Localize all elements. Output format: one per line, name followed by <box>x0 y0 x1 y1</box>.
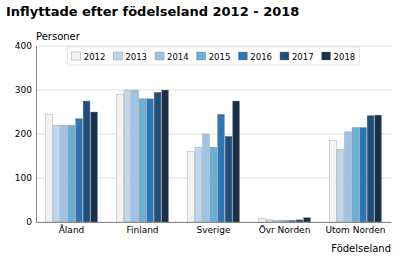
legend-label: 2017 <box>292 52 314 62</box>
legend-swatch <box>155 52 164 60</box>
tick: 100 <box>15 173 36 183</box>
legend-item: 2018 <box>322 52 356 62</box>
bar <box>154 92 161 222</box>
bar <box>218 114 225 222</box>
series <box>53 90 344 222</box>
bar <box>91 112 98 222</box>
series <box>76 99 367 222</box>
series <box>61 90 352 222</box>
legend-label: 2016 <box>250 52 272 62</box>
legend-swatch <box>197 52 206 60</box>
tick: Övr Norden <box>259 225 311 235</box>
tick-label: 400 <box>15 41 32 51</box>
bar <box>61 125 68 222</box>
grid-line <box>36 46 391 47</box>
series <box>83 92 374 222</box>
title: Inflyttade efter födelseland 2012 - 2018 <box>6 4 299 19</box>
bar <box>53 125 60 222</box>
bar <box>233 101 240 222</box>
tick: Utom Norden <box>326 225 386 235</box>
tick: Sverige <box>196 225 230 235</box>
tick: 200 <box>15 129 36 139</box>
bar <box>76 119 83 222</box>
legend-label: 2014 <box>167 52 189 62</box>
bar <box>124 90 131 222</box>
grid <box>36 46 391 222</box>
bar <box>147 99 154 222</box>
x-label: Födelseland <box>331 243 391 254</box>
y-label: Personer <box>36 31 81 42</box>
tick: 400 <box>15 41 36 51</box>
bar <box>367 116 374 222</box>
grid-line <box>36 90 391 91</box>
axis-line <box>36 47 37 223</box>
legend-swatch <box>238 52 247 60</box>
legend-item: 2013 <box>113 52 147 62</box>
legend-swatch <box>72 52 81 60</box>
legend-box <box>68 47 359 65</box>
tick-label: 300 <box>15 85 32 95</box>
bar <box>45 114 52 222</box>
series <box>91 90 382 222</box>
tick-label: 100 <box>15 173 32 183</box>
bar <box>132 90 139 222</box>
bar <box>210 147 217 222</box>
bar <box>258 218 265 222</box>
tick-label: Övr Norden <box>259 225 311 235</box>
legend-item: 2014 <box>155 52 189 62</box>
bar <box>329 141 336 222</box>
tick-label: 200 <box>15 129 32 139</box>
legend-label: 2012 <box>84 52 106 62</box>
legend-label: 2013 <box>125 52 147 62</box>
bar <box>352 127 359 222</box>
tick-label: Utom Norden <box>326 225 386 235</box>
bar <box>83 101 90 222</box>
bar <box>68 125 75 222</box>
tick-label: Åland <box>59 224 85 235</box>
legend-swatch <box>322 52 331 60</box>
bar <box>375 115 382 222</box>
plot: 0 100 200 300 400 Åland Finland Sverige Övr Nord… <box>15 41 392 235</box>
tick: Finland <box>126 225 158 235</box>
legend-swatch <box>280 52 289 60</box>
legend-item: 2016 <box>238 52 272 62</box>
bar <box>274 220 281 222</box>
bar <box>360 127 367 222</box>
bar <box>304 218 311 222</box>
y-axis: 0 100 200 300 400 <box>15 41 37 227</box>
legend-item: 2017 <box>280 52 314 62</box>
chart: Inflyttade efter födelseland 2012 - 2018… <box>0 0 401 256</box>
legend-item: 2012 <box>72 52 106 62</box>
bars <box>45 90 381 222</box>
bar <box>195 147 202 222</box>
bar <box>225 136 232 222</box>
legend-label: 2015 <box>209 52 231 62</box>
bar <box>296 220 303 222</box>
tick: Åland <box>59 224 85 235</box>
legend-label: 2018 <box>334 52 356 62</box>
series <box>45 94 336 222</box>
x-axis: Åland Finland Sverige Övr Norden Utom Norden <box>37 223 392 236</box>
bar <box>289 220 296 222</box>
bar <box>281 220 288 222</box>
bar <box>116 94 123 222</box>
bar <box>266 220 273 222</box>
tick: 0 <box>26 217 36 227</box>
bar <box>203 134 210 222</box>
bar <box>337 149 344 222</box>
bar <box>139 99 146 222</box>
bar <box>345 132 352 222</box>
tick-label: Sverige <box>196 225 230 235</box>
legend-item: 2015 <box>197 52 231 62</box>
bar <box>187 152 194 222</box>
legend: 2012 2013 2014 2015 2016 2017 2018 <box>68 47 359 65</box>
tick-label: 0 <box>26 217 32 227</box>
bar <box>162 90 169 222</box>
legend-swatch <box>113 52 122 60</box>
tick-label: Finland <box>126 225 158 235</box>
series <box>68 99 359 222</box>
tick: 300 <box>15 85 36 95</box>
axis-line <box>37 222 392 223</box>
